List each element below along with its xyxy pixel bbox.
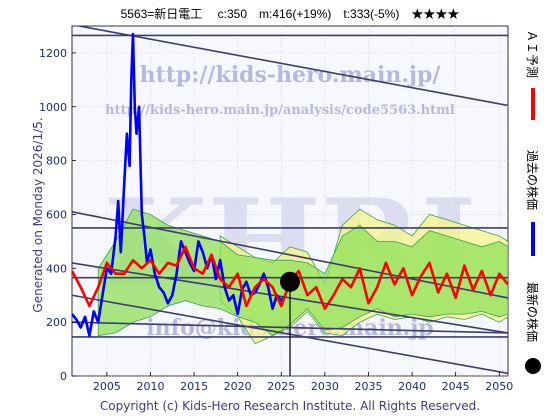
legend: ＡＩ予測 過去の株価 最新の株価 (525, 30, 541, 374)
x-tick-label: 2045 (442, 380, 470, 393)
x-tick-label: 2025 (267, 380, 295, 393)
chart-title: 5563=新日電工 c:350 m:416(+19%) t:333(-5%) ★… (121, 6, 460, 21)
x-tick-label: 2030 (311, 380, 339, 393)
current-marker-group (280, 271, 300, 376)
y-tick-label: 800 (46, 155, 67, 168)
y-tick-label: 1200 (39, 47, 67, 60)
x-tick-label: 2005 (93, 380, 121, 393)
axes: 2005 2010 2015 2020 2025 2030 2035 2040 2045 2050… (39, 47, 513, 393)
y-tick-label: 400 (46, 262, 67, 275)
copyright-footer: Copyright (c) Kids-Hero Research Institu… (100, 399, 480, 413)
y-tick-label: 200 (46, 316, 67, 329)
trend-line (74, 26, 508, 107)
watermark-url-analysis: http://kids-hero.main.jp/analysis/code55… (105, 103, 455, 118)
x-tick-label: 2035 (354, 380, 382, 393)
legend-item-past-price: 過去の株価 (525, 150, 540, 256)
x-tick-label: 2015 (180, 380, 208, 393)
y-tick-label: 0 (60, 370, 67, 383)
x-tick-label: 2050 (485, 380, 513, 393)
y-tick-label: 600 (46, 208, 67, 221)
x-tick-label: 2040 (398, 380, 426, 393)
x-tick-label: 2010 (136, 380, 164, 393)
legend-dot-latest-price (525, 358, 541, 374)
legend-item-latest-price: 最新の株価 (525, 282, 541, 374)
legend-item-ai-forecast: ＡＩ予測 (525, 30, 539, 120)
legend-label-latest-price: 最新の株価 (525, 282, 540, 342)
forecast-bands (97, 208, 508, 345)
generated-date-label: Generated on Monday 2026/1/5. (31, 117, 45, 312)
legend-label-past-price: 過去の株価 (525, 150, 540, 210)
legend-label-ai-forecast: ＡＩ予測 (525, 30, 539, 78)
current-price-marker (280, 271, 300, 292)
green-band (97, 208, 508, 337)
y-tick-label: 1000 (39, 101, 67, 114)
x-tick-label: 2020 (224, 380, 252, 393)
